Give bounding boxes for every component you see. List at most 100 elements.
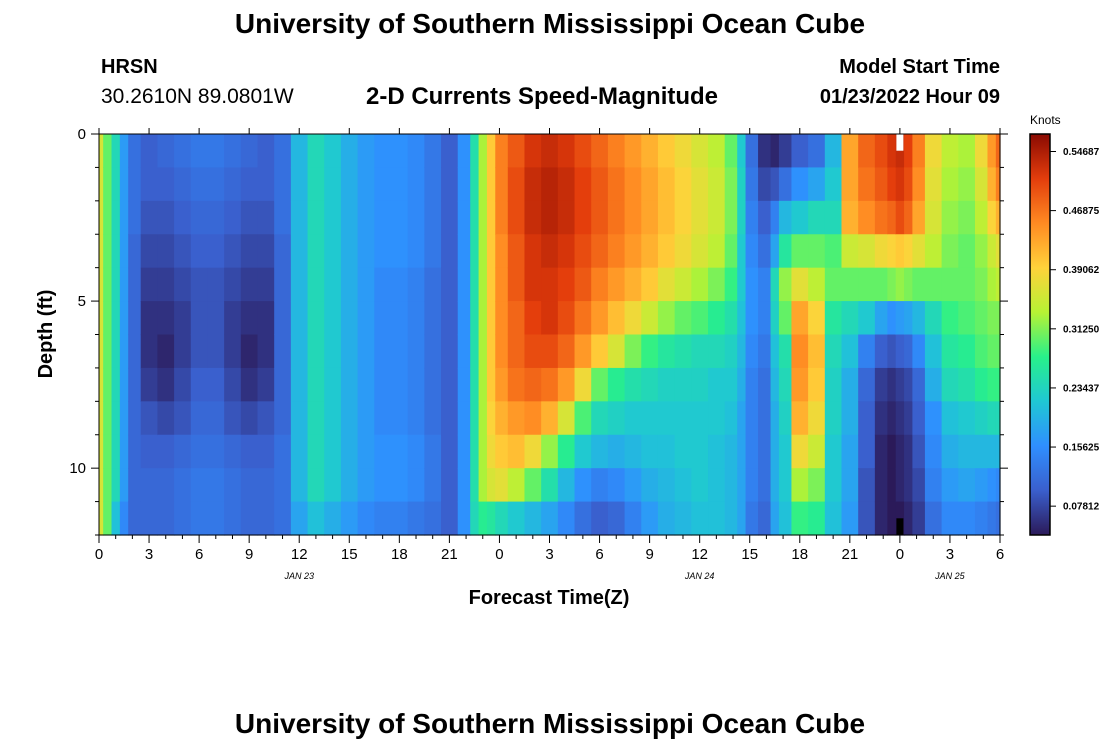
heatmap-cell: [486, 301, 496, 336]
heatmap-cell: [974, 501, 989, 536]
heatmap-cell: [424, 434, 442, 469]
heatmap-cell: [941, 267, 959, 302]
heatmap-cell: [641, 401, 659, 436]
heatmap-cell: [290, 367, 309, 402]
heatmap-cell: [470, 468, 480, 503]
x-tick-label: 6: [195, 546, 203, 563]
heatmap-cell: [824, 401, 843, 436]
heatmap-cell: [691, 167, 709, 202]
heatmap-cell: [941, 301, 959, 336]
heatmap-cell: [808, 267, 826, 302]
heatmap-cell: [995, 367, 1001, 402]
heatmap-cell: [974, 200, 989, 235]
heatmap-cell: [307, 401, 325, 436]
heatmap-cell: [874, 401, 888, 436]
heatmap-cell: [441, 501, 459, 536]
heatmap-cell: [524, 501, 542, 536]
heatmap-cell: [324, 468, 342, 503]
heatmap-cell: [987, 434, 997, 469]
heatmap-cell: [737, 501, 747, 536]
heatmap-cell: [607, 401, 626, 436]
heatmap-cell: [912, 167, 926, 202]
heatmap-cell: [357, 234, 375, 269]
heatmap-cell: [457, 200, 471, 235]
heatmap-cell: [958, 267, 976, 302]
heatmap-cell: [674, 501, 692, 536]
heatmap-cell: [111, 334, 121, 369]
heatmap-cell: [904, 468, 913, 503]
x-tick-label: 15: [341, 546, 358, 563]
heatmap-cell: [207, 334, 225, 369]
heatmap-cell: [290, 334, 309, 369]
heatmap-cell: [407, 267, 425, 302]
heatmap-cell: [657, 301, 676, 336]
heatmap-cell: [524, 267, 542, 302]
heatmap-cell: [591, 434, 609, 469]
heatmap-cell: [99, 434, 104, 469]
heatmap-cell: [778, 167, 793, 202]
heatmap-cell: [486, 367, 496, 402]
heatmap-cell: [119, 401, 129, 436]
heatmap-cell: [574, 367, 592, 402]
heatmap-cell: [340, 434, 359, 469]
heatmap-cell: [904, 401, 913, 436]
heatmap-cell: [770, 134, 780, 169]
heatmap-cell: [470, 134, 480, 169]
heatmap-cell: [340, 367, 359, 402]
heatmap-cell: [390, 501, 409, 536]
heatmap-cell: [524, 401, 542, 436]
heatmap-cell: [207, 134, 225, 169]
heatmap-cell: [745, 501, 759, 536]
heatmap-cell: [207, 267, 225, 302]
heatmap-cell: [340, 267, 359, 302]
heatmap-cell: [912, 401, 926, 436]
heatmap-cell: [174, 301, 192, 336]
colorbar-tick-label: 0.07812: [1063, 502, 1100, 513]
heatmap-cell: [157, 367, 175, 402]
heatmap-cell: [207, 367, 225, 402]
heatmap-cell: [103, 468, 113, 503]
heatmap-cell: [457, 401, 471, 436]
heatmap-cell: [524, 167, 542, 202]
heatmap-cell: [912, 334, 926, 369]
heatmap-cell: [912, 200, 926, 235]
heatmap-cell: [657, 200, 676, 235]
heatmap-cell: [103, 134, 113, 169]
heatmap-cell: [374, 367, 392, 402]
heatmap-cell: [207, 234, 225, 269]
heatmap-cell: [103, 434, 113, 469]
heatmap-cell: [874, 367, 888, 402]
heatmap-cell: [390, 468, 409, 503]
heatmap-cell: [457, 367, 471, 402]
heatmap-cell: [657, 134, 676, 169]
heatmap-cell: [607, 334, 626, 369]
heatmap-cell: [324, 301, 342, 336]
heatmap-cell: [128, 501, 142, 536]
heatmap-cell: [691, 401, 709, 436]
heatmap-cell: [190, 200, 209, 235]
heatmap-cell: [924, 434, 943, 469]
heatmap-cell: [887, 334, 897, 369]
heatmap-cell: [111, 401, 121, 436]
heatmap-cell: [674, 234, 692, 269]
heatmap-cell: [441, 200, 459, 235]
heatmap-cell: [791, 367, 809, 402]
heatmap-cell: [307, 334, 325, 369]
heatmap-cell: [941, 167, 959, 202]
heatmap-cell: [119, 301, 129, 336]
heatmap-cell: [541, 334, 559, 369]
heatmap-cell: [557, 334, 576, 369]
heatmap-cell: [607, 434, 626, 469]
colorbar-tick-label: 0.23437: [1063, 383, 1100, 394]
heatmap-cell: [995, 334, 1001, 369]
heatmap-cell: [770, 501, 780, 536]
heatmap-cell: [745, 267, 759, 302]
heatmap-cell: [724, 334, 738, 369]
heatmap-cell: [824, 501, 843, 536]
heatmap-cell: [791, 267, 809, 302]
heatmap-cell: [708, 134, 726, 169]
heatmap-cell: [324, 267, 342, 302]
heatmap-cell: [128, 134, 142, 169]
heatmap-cell: [624, 301, 642, 336]
heatmap-cell: [841, 234, 859, 269]
